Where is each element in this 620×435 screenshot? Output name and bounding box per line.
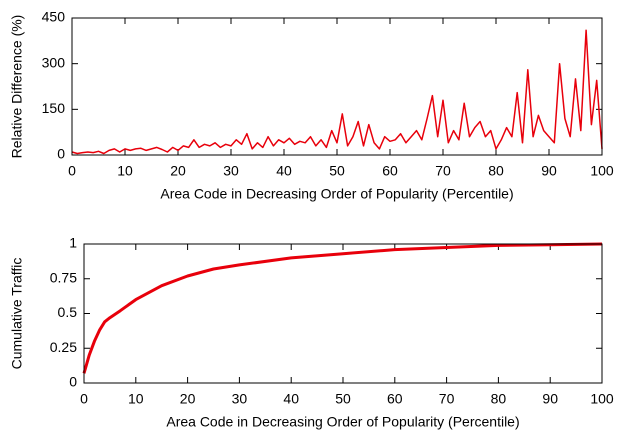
x-tick-label: 20 [180, 391, 196, 407]
y-tick-label: 150 [42, 100, 66, 116]
x-tick-label: 40 [276, 163, 292, 179]
x-tick-label: 40 [283, 391, 299, 407]
x-tick-label: 90 [541, 163, 557, 179]
x-tick-label: 50 [335, 391, 351, 407]
y-tick-label: 0.75 [50, 269, 77, 285]
y-tick-label: 0.5 [58, 304, 78, 320]
y-tick-label: 300 [42, 54, 66, 70]
plot-frame [83, 243, 603, 384]
x-tick-label: 70 [435, 163, 451, 179]
x-tick-label: 20 [170, 163, 186, 179]
y-tick-label: 450 [42, 9, 66, 25]
x-tick-label: 30 [223, 163, 239, 179]
x-tick-label: 0 [68, 163, 76, 179]
y-tick-label: 0 [69, 374, 77, 390]
y-axis-title: Cumulative Traffic [9, 258, 25, 370]
x-tick-label: 30 [232, 391, 248, 407]
x-axis-title: Area Code in Decreasing Order of Popular… [166, 414, 519, 430]
x-tick-label: 80 [491, 391, 507, 407]
x-axis-title: Area Code in Decreasing Order of Popular… [160, 186, 513, 202]
x-tick-label: 80 [488, 163, 504, 179]
x-tick-label: 90 [542, 391, 558, 407]
x-tick-label: 10 [117, 163, 133, 179]
y-axis-title: Relative Difference (%) [9, 15, 25, 159]
x-tick-label: 100 [590, 391, 614, 407]
data-line [82, 242, 603, 374]
x-tick-label: 60 [382, 163, 398, 179]
x-tick-label: 60 [387, 391, 403, 407]
x-tick-label: 50 [329, 163, 345, 179]
x-tick-label: 0 [80, 391, 88, 407]
x-tick-label: 100 [590, 163, 614, 179]
x-tick-label: 70 [439, 391, 455, 407]
plot-frame [71, 17, 603, 156]
x-tick-label: 10 [128, 391, 144, 407]
y-tick-label: 0 [57, 146, 65, 162]
y-tick-label: 0.25 [50, 339, 77, 355]
data-line [71, 29, 603, 155]
y-tick-label: 1 [69, 235, 77, 251]
